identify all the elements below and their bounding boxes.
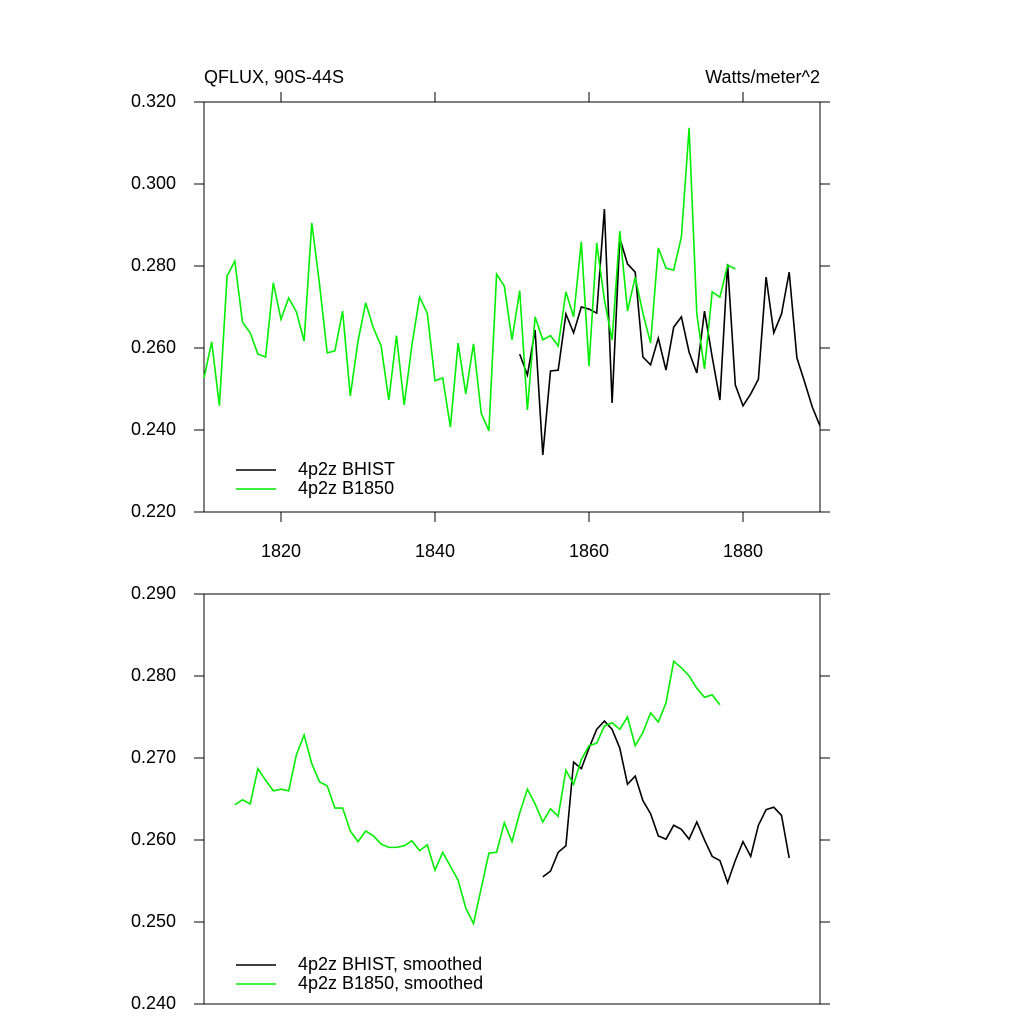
units-label: Watts/meter^2 [705,67,820,87]
legend-label: 4p2z BHIST [298,459,395,479]
series-line [542,719,790,886]
x-tick-label: 1840 [415,541,455,561]
x-tick-label: 1880 [723,541,763,561]
y-tick-label: 0.320 [131,91,176,111]
plot-frame [203,101,821,513]
y-tick-label: 0.280 [131,255,176,275]
y-tick-label: 0.300 [131,173,176,193]
chart-title: QFLUX, 90S-44S [204,67,344,87]
y-tick-label: 0.290 [131,583,176,603]
y-tick-label: 0.220 [131,501,176,521]
y-tick-label: 0.240 [131,993,176,1013]
plot-frame [203,593,821,1005]
y-tick-label: 0.270 [131,747,176,767]
series-line [234,659,721,927]
x-tick-label: 1860 [569,541,609,561]
legend-label: 4p2z B1850, smoothed [298,973,483,993]
series-line [518,208,821,456]
legend-label: 4p2z B1850 [298,478,394,498]
legend-label: 4p2z BHIST, smoothed [298,954,482,974]
y-tick-label: 0.280 [131,665,176,685]
y-tick-label: 0.240 [131,419,176,439]
y-tick-label: 0.250 [131,911,176,931]
y-tick-label: 0.260 [131,829,176,849]
x-tick-label: 1820 [261,541,301,561]
y-tick-label: 0.260 [131,337,176,357]
series-line [203,127,736,432]
